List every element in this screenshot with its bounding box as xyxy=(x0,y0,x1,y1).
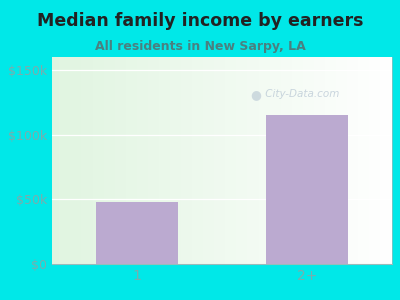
Text: City-Data.com: City-Data.com xyxy=(262,89,339,99)
Text: Median family income by earners: Median family income by earners xyxy=(37,12,363,30)
Text: All residents in New Sarpy, LA: All residents in New Sarpy, LA xyxy=(95,40,305,53)
Bar xyxy=(96,202,178,264)
Bar xyxy=(266,115,348,264)
Text: ●: ● xyxy=(250,88,262,101)
